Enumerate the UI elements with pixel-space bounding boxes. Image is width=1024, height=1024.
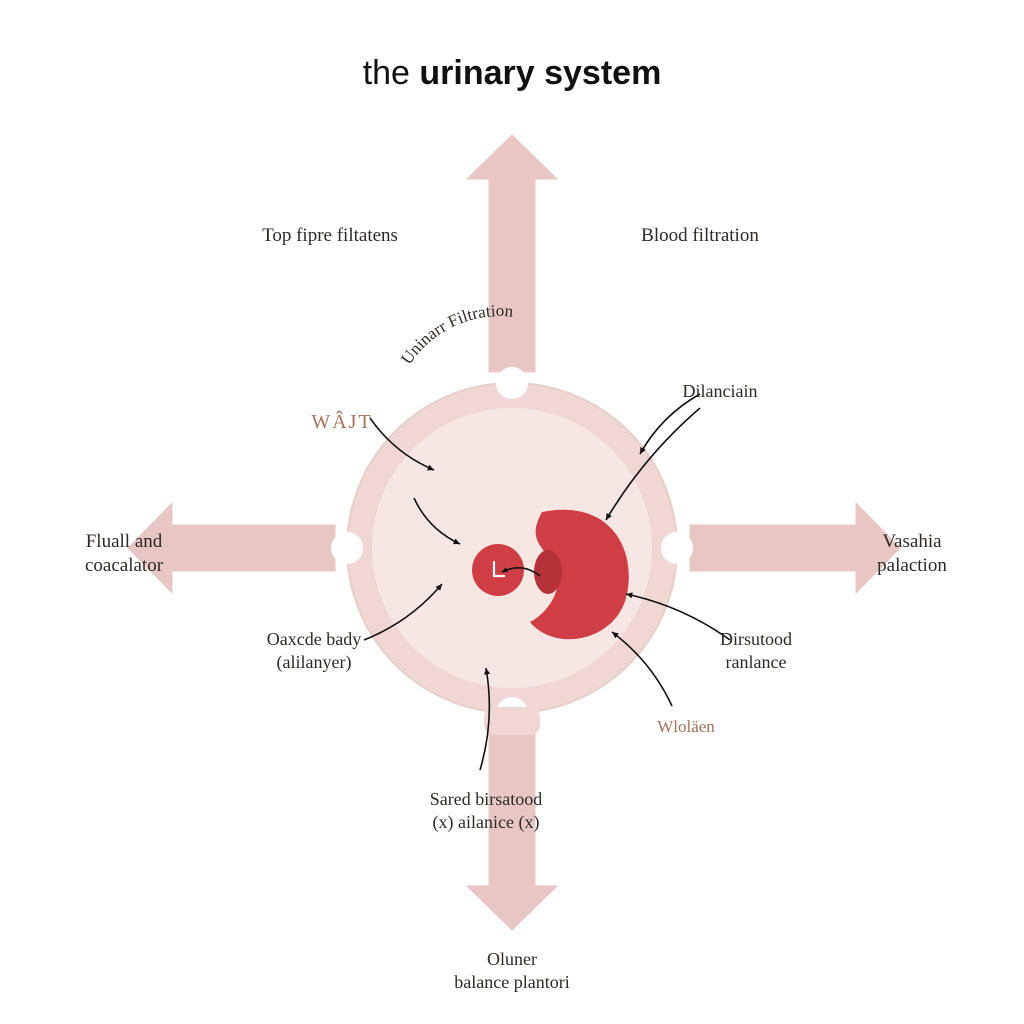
circle-bottom-tab	[484, 707, 540, 735]
label-dirsutood: Dirsutoodranlance	[720, 628, 792, 673]
circle-notch	[496, 367, 528, 399]
diagram-svg: Uninarr Filtration	[0, 0, 1024, 1024]
circle-notch	[661, 532, 693, 564]
circle-notch	[331, 532, 363, 564]
label-right-out: Vasahiapalaction	[877, 530, 947, 578]
label-left-out: Fluall andcoacalator	[85, 530, 163, 578]
label-wajt: WÂJT	[311, 410, 372, 435]
label-sared: Sared birsatood(x) ailanice (x)	[430, 788, 542, 833]
big-arrow-up	[467, 135, 557, 372]
label-top-left: Top fipre filtatens	[262, 224, 398, 248]
diagram-stage: the urinary system Uninarr Filtration To…	[0, 0, 1024, 1024]
label-dilancian: Dilanciain	[683, 380, 758, 403]
label-oaxcde: Oaxcde bady(alilanyer)	[267, 628, 361, 673]
label-wloiaen: Wloläen	[657, 716, 715, 737]
inner-dot	[472, 544, 524, 596]
kidney-hilum	[534, 550, 562, 594]
label-top-right: Blood filtration	[641, 224, 759, 248]
pointer-line	[640, 394, 700, 454]
big-arrow-right	[690, 503, 900, 593]
label-down-out: Olunerbalance plantori	[454, 948, 569, 993]
